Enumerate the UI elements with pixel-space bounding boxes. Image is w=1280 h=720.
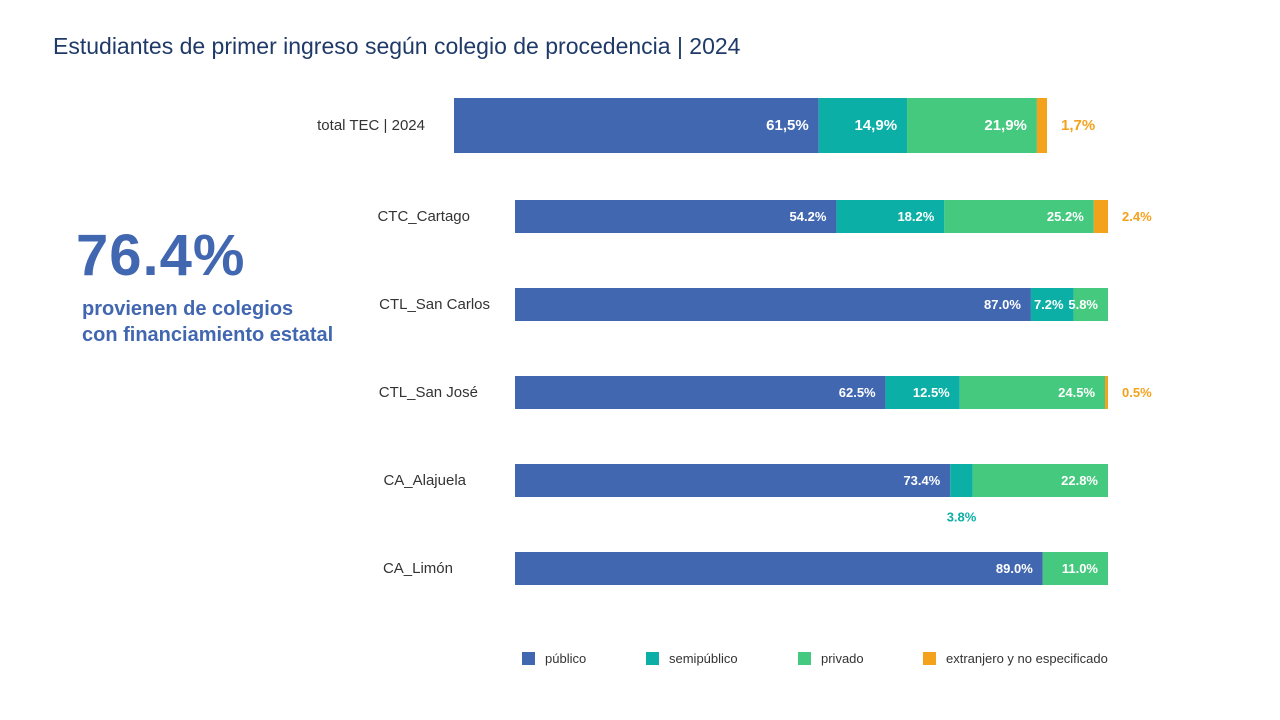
category-label-ca-alajuela: CA_Alajuela xyxy=(383,472,466,489)
data-label-ca-limon-privado: 11.0% xyxy=(1062,561,1099,576)
bar-segment-ca-limon-publico xyxy=(515,552,1043,585)
bar-segment-ca-alajuela-publico xyxy=(515,464,951,497)
data-label-ca-alajuela-semipublico: 3.8% xyxy=(947,510,977,525)
legend-swatch-semipublico xyxy=(646,652,659,665)
bar-segment-ctc-cartago-publico xyxy=(515,200,837,233)
bar-segment-ctl-san-carlos-semipublico xyxy=(1030,288,1074,321)
bar-segment-total-tec-2024-extranjero-y-no-especificado xyxy=(1036,98,1047,153)
category-label-ctl-san-jose: CTL_San José xyxy=(379,384,478,401)
legend-swatch-publico xyxy=(522,652,535,665)
bar-segment-total-tec-2024-publico xyxy=(454,98,819,153)
bar-segment-ca-alajuela-privado xyxy=(972,464,1108,497)
bar-segment-ctl-san-jose-extranjero-y-no-especificado xyxy=(1105,376,1108,409)
bar-segment-ctl-san-jose-privado xyxy=(959,376,1106,409)
chart-title: Estudiantes de primer ingreso según cole… xyxy=(53,33,741,59)
legend-label-privado: privado xyxy=(821,651,864,666)
kpi-line-1: provienen de colegios xyxy=(82,298,294,320)
bar-segment-ctc-cartago-privado xyxy=(944,200,1094,233)
bar-segment-ctc-cartago-extranjero-y-no-especificado xyxy=(1093,200,1108,233)
kpi-line-2: con financiamiento estatal xyxy=(82,324,334,346)
kpi-value: 76.4% xyxy=(76,223,246,288)
bar-segment-total-tec-2024-semipublico xyxy=(818,98,908,153)
data-label-ctl-san-carlos-privado: 5.8% xyxy=(1068,297,1098,312)
bar-segment-ctl-san-carlos-privado xyxy=(1073,288,1108,321)
legend-swatch-extranjero xyxy=(923,652,936,665)
data-label-total-tec-2024-privado: 21,9% xyxy=(984,117,1027,134)
category-label-ca-limon: CA_Limón xyxy=(383,560,453,577)
bar-segment-ctl-san-jose-publico xyxy=(515,376,886,409)
data-label-ctc-cartago-semipublico: 18.2% xyxy=(897,209,934,224)
data-label-ctl-san-jose-extranjero-y-no-especificado: 0.5% xyxy=(1122,385,1152,400)
legend-label-semipublico: semipúblico xyxy=(669,651,738,666)
data-label-ctc-cartago-extranjero-y-no-especificado: 2.4% xyxy=(1122,209,1152,224)
legend-label-extranjero: extranjero y no especificado xyxy=(946,651,1108,666)
data-label-ctl-san-carlos-semipublico: 7.2% xyxy=(1034,297,1064,312)
legend-swatch-privado xyxy=(798,652,811,665)
data-label-ctl-san-carlos-publico: 87.0% xyxy=(984,297,1021,312)
data-label-ctc-cartago-privado: 25.2% xyxy=(1047,209,1084,224)
data-label-ca-alajuela-publico: 73.4% xyxy=(903,473,940,488)
data-label-ca-limon-publico: 89.0% xyxy=(996,561,1033,576)
legend-label-publico: público xyxy=(545,651,587,666)
bar-segment-total-tec-2024-privado xyxy=(907,98,1037,153)
data-label-ctl-san-jose-publico: 62.5% xyxy=(839,385,876,400)
bar-segment-ctc-cartago-semipublico xyxy=(836,200,945,233)
data-label-ca-alajuela-privado: 22.8% xyxy=(1061,473,1098,488)
category-label-total-tec-2024: total TEC | 2024 xyxy=(317,117,425,134)
data-label-total-tec-2024-publico: 61,5% xyxy=(766,117,809,134)
data-label-total-tec-2024-extranjero-y-no-especificado: 1,7% xyxy=(1061,117,1095,134)
bar-segment-ctl-san-jose-semipublico xyxy=(885,376,960,409)
data-label-ctl-san-jose-privado: 24.5% xyxy=(1058,385,1095,400)
category-label-ctl-san-carlos: CTL_San Carlos xyxy=(379,296,490,313)
bar-segment-ctl-san-carlos-publico xyxy=(515,288,1031,321)
kpi-description: provienen de colegios con financiamiento… xyxy=(82,296,402,348)
data-label-ctc-cartago-publico: 54.2% xyxy=(790,209,827,224)
bar-segment-ca-limon-privado xyxy=(1042,552,1108,585)
data-label-total-tec-2024-semipublico: 14,9% xyxy=(855,117,898,134)
category-label-ctc-cartago: CTC_Cartago xyxy=(377,208,470,225)
bar-segment-ca-alajuela-semipublico xyxy=(950,464,973,497)
data-label-ctl-san-jose-semipublico: 12.5% xyxy=(913,385,950,400)
